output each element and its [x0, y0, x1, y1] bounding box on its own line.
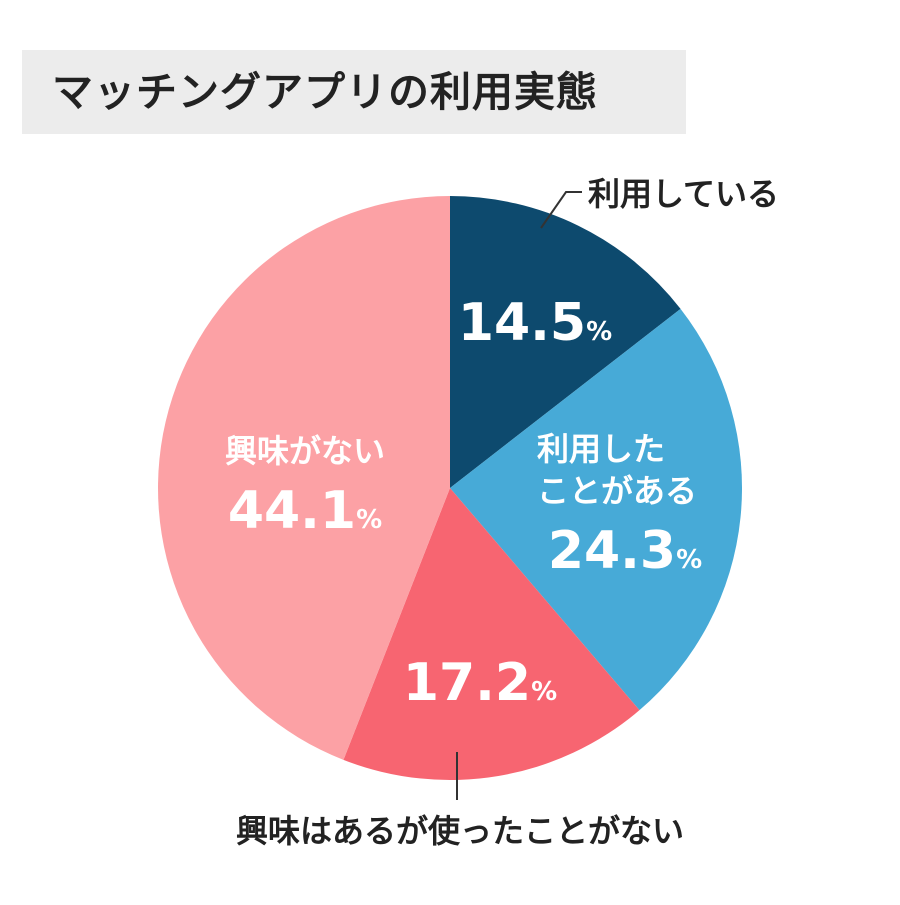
chart-title: マッチングアプリの利用実態	[52, 68, 598, 116]
value-label-used: 24.3%	[548, 521, 702, 581]
pie-slice	[450, 308, 742, 711]
category-label-used: 利用した	[537, 430, 665, 468]
category-label-interested: 興味はあるが使ったことがない	[236, 812, 684, 850]
value-label-not-interested: 44.1%	[228, 481, 382, 541]
value-label-interested: 17.2%	[403, 653, 557, 713]
category-label-using: 利用している	[588, 175, 779, 213]
leader-line-using	[540, 191, 582, 229]
value-label-using: 14.5%	[458, 293, 612, 353]
category-label-used-line2: ことがある	[537, 472, 697, 510]
pie-slice	[158, 196, 450, 760]
pie-slice	[343, 488, 640, 780]
category-label-not-interested: 興味がない	[225, 432, 385, 470]
pie-slice	[450, 196, 681, 488]
title-box: マッチングアプリの利用実態	[22, 50, 686, 134]
